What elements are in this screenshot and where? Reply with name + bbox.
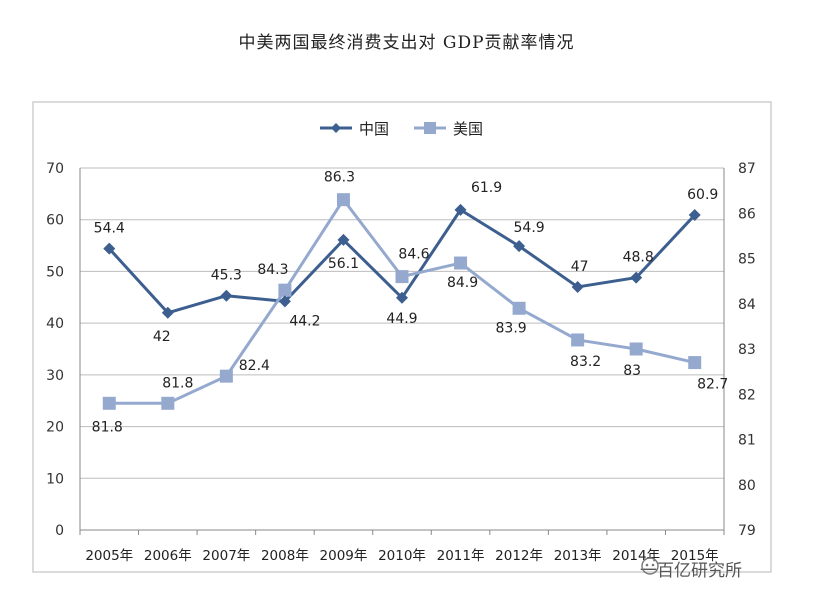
x-tick-label: 2007年 (202, 548, 250, 564)
data-label-china: 44.2 (289, 313, 320, 329)
y-left-tick-label: 0 (55, 523, 64, 539)
y-left-tick-label: 20 (46, 420, 64, 436)
y-right-tick-label: 83 (738, 342, 756, 358)
data-point-usa (454, 256, 468, 270)
data-point-china (161, 306, 174, 319)
y-left-tick-label: 30 (46, 368, 64, 384)
y-right-tick-label: 84 (738, 297, 756, 313)
y-left-tick-label: 70 (46, 161, 64, 177)
wechat-icon (641, 557, 659, 575)
data-label-china: 44.9 (386, 311, 417, 327)
data-label-usa: 82.4 (239, 358, 270, 374)
y-left-tick-label: 60 (46, 213, 64, 229)
data-point-china (220, 289, 233, 302)
data-label-china: 54.4 (94, 221, 125, 237)
data-label-usa: 84.9 (447, 275, 478, 291)
axes: 0 10 20 30 40 50 60 70 79 80 81 82 83 84 85 86 87 2005年 20… (46, 161, 756, 564)
y-left-tick-label: 40 (46, 316, 64, 332)
data-label-usa: 86.3 (324, 170, 355, 186)
y-right-tick-label: 80 (738, 478, 756, 494)
data-label-china: 48.8 (623, 250, 654, 266)
data-point-usa (512, 301, 526, 315)
data-labels: 54.4 42 45.3 44.2 56.1 44.9 61.9 54.9 47 48.8 60.9… (92, 170, 729, 436)
data-point-usa (571, 333, 585, 347)
data-point-china (396, 291, 408, 304)
y-right-tick-label: 85 (738, 252, 756, 268)
data-label-china: 56.1 (328, 256, 359, 272)
data-point-china (103, 242, 116, 255)
x-tick-label: 2014年 (612, 548, 660, 564)
legend-label-china: 中国 (359, 120, 389, 138)
watermark-text: 一百亿研究所 (640, 561, 742, 581)
y-right-tick-label: 79 (738, 523, 756, 539)
data-label-usa: 81.8 (92, 419, 123, 435)
data-point-usa (688, 356, 702, 370)
x-tick-label: 2009年 (320, 548, 368, 564)
x-tick-label: 2010年 (378, 548, 426, 564)
data-point-china (630, 271, 643, 284)
x-tick-label: 2013年 (554, 548, 602, 564)
x-tick-label: 2012年 (495, 548, 543, 564)
data-point-usa (219, 369, 233, 383)
x-tick-label: 2005年 (85, 548, 133, 564)
data-point-usa (629, 342, 643, 356)
series-lines (102, 193, 702, 410)
y-left-tick-label: 50 (46, 264, 64, 280)
x-tick-label: 2006年 (144, 548, 192, 564)
data-point-china (513, 240, 526, 253)
data-point-china (337, 233, 350, 246)
data-label-usa: 83.9 (496, 320, 527, 336)
chart-title: 中美两国最终消费支出对 GDP贡献率情况 (238, 33, 575, 53)
data-label-usa: 83 (623, 363, 641, 379)
data-label-china: 45.3 (211, 268, 242, 284)
legend-marker-usa (424, 122, 436, 134)
legend: 中国 美国 (320, 120, 483, 138)
data-point-china (278, 295, 291, 308)
data-label-china: 54.9 (514, 220, 545, 236)
x-tick-label: 2011年 (437, 548, 485, 564)
data-point-china (688, 209, 701, 222)
y-left-tick-label: 10 (46, 471, 64, 487)
data-label-china: 61.9 (471, 180, 502, 196)
x-tick-label: 2008年 (261, 548, 309, 564)
data-point-usa (278, 283, 292, 297)
data-label-usa: 84.6 (398, 247, 429, 263)
y-right-tick-label: 82 (738, 387, 756, 403)
legend-marker-china (331, 123, 341, 133)
data-label-china: 42 (153, 329, 171, 345)
data-label-usa: 82.7 (697, 377, 728, 393)
legend-label-usa: 美国 (453, 120, 483, 138)
data-label-usa: 84.3 (257, 262, 288, 278)
data-point-china (454, 203, 467, 216)
data-point-usa (102, 396, 116, 410)
y-right-tick-label: 87 (738, 161, 756, 177)
y-right-tick-label: 81 (738, 433, 756, 449)
x-tick-label: 2015年 (671, 548, 719, 564)
data-point-china (571, 280, 584, 293)
data-label-china: 47 (571, 259, 589, 275)
data-label-usa: 83.2 (570, 354, 601, 370)
y-right-tick-label: 86 (738, 206, 756, 222)
data-point-usa (161, 396, 175, 410)
data-label-china: 60.9 (687, 187, 718, 203)
watermark: 一百亿研究所 (640, 556, 742, 581)
data-point-usa (336, 193, 350, 207)
data-label-usa: 81.8 (162, 375, 193, 391)
chart-frame (32, 101, 772, 573)
data-point-usa (395, 270, 409, 284)
